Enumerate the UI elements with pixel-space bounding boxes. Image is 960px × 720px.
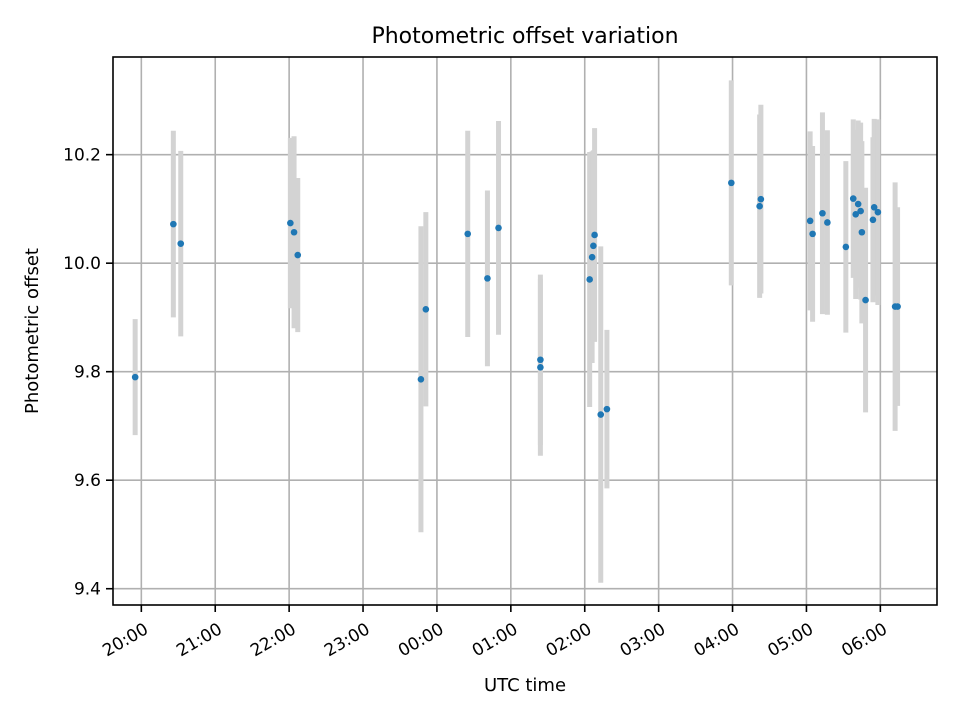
data-point [287, 219, 294, 227]
data-point [874, 208, 882, 216]
data-point [842, 243, 850, 251]
y-tick-label: 9.8 [74, 363, 101, 383]
data-point [537, 356, 544, 364]
data-point [854, 200, 862, 208]
data-point [756, 202, 763, 210]
data-point [290, 228, 298, 236]
data-point [858, 228, 866, 236]
data-point [870, 203, 878, 211]
data-point [603, 405, 611, 413]
y-axis: 9.4 9.6 9.8 10.0 10.2 [63, 146, 113, 600]
data-point [170, 220, 177, 228]
data-point [131, 373, 139, 381]
data-point [586, 276, 593, 283]
data-point [757, 195, 765, 203]
chart-title: Photometric offset variation [371, 24, 678, 49]
data-point [819, 209, 826, 217]
data-point [588, 253, 596, 261]
y-tick-label: 9.4 [74, 580, 101, 600]
data-point [809, 230, 816, 238]
data-point [857, 207, 864, 215]
data-point [495, 224, 502, 232]
data-point [417, 375, 425, 383]
y-tick-label: 10.0 [63, 254, 101, 274]
data-point [422, 305, 430, 313]
data-points [131, 179, 901, 418]
data-point [590, 242, 597, 250]
data-point [597, 411, 605, 418]
data-point [464, 230, 472, 238]
data-point [177, 240, 185, 247]
data-point [894, 303, 901, 310]
plot-frame [112, 56, 938, 606]
y-axis-label: Photometric offset [22, 248, 43, 414]
data-point [591, 231, 598, 239]
data-point [869, 216, 877, 224]
data-point [537, 364, 544, 371]
x-axis-label: UTC time [484, 675, 566, 696]
data-point [862, 296, 869, 304]
data-point [806, 217, 814, 225]
data-point [824, 219, 831, 226]
data-point [484, 275, 491, 282]
data-point [852, 211, 860, 218]
data-point [294, 251, 302, 259]
y-tick-label: 10.2 [63, 146, 101, 166]
data-point [849, 195, 857, 202]
y-tick-label: 9.6 [74, 471, 101, 491]
data-point [728, 179, 735, 187]
